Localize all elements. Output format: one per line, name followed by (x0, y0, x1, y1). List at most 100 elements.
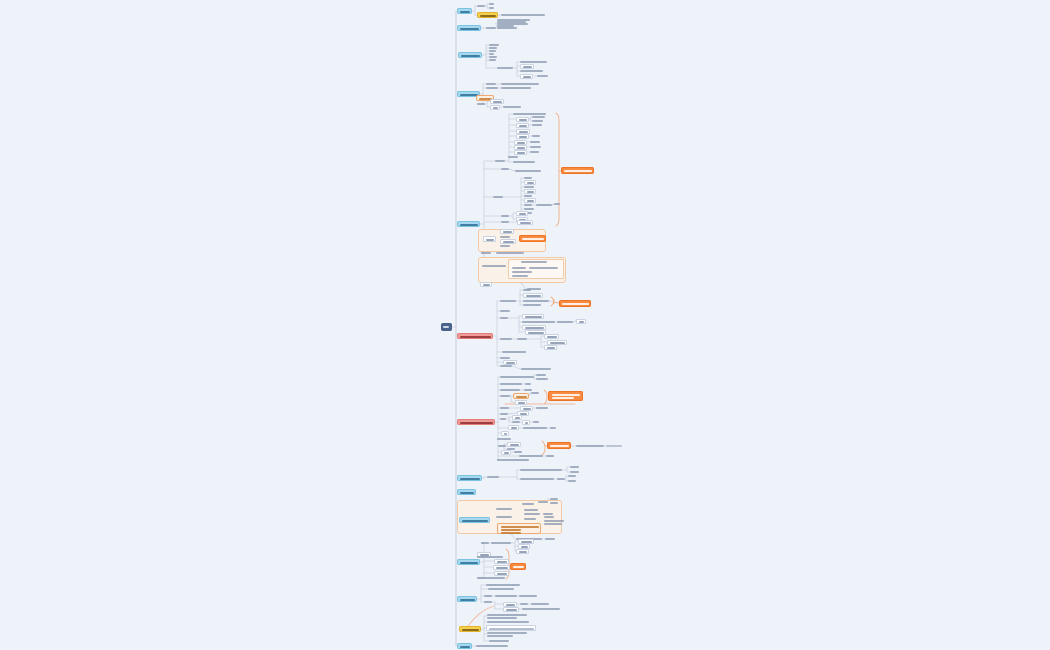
subtopic-text[interactable] (491, 542, 511, 544)
subtopic-box[interactable] (522, 420, 530, 425)
subtopic-text[interactable] (497, 459, 529, 461)
subtopic-text[interactable] (520, 61, 547, 63)
subtopic-text[interactable] (500, 418, 506, 420)
subtopic-text[interactable] (550, 498, 558, 500)
subtopic-box[interactable] (500, 239, 516, 244)
subtopic-text[interactable] (482, 265, 506, 267)
subtopic-text[interactable] (477, 577, 505, 579)
subtopic-text[interactable] (517, 338, 527, 340)
branch-node-red[interactable] (457, 419, 495, 425)
subtopic-text[interactable] (500, 395, 510, 397)
orange-highlight-node[interactable] (548, 391, 583, 401)
subtopic-text[interactable] (519, 595, 537, 597)
subtopic-text[interactable] (487, 617, 517, 619)
subtopic-box[interactable] (503, 360, 517, 365)
subtopic-text[interactable] (522, 321, 555, 323)
subtopic-text[interactable] (489, 44, 499, 46)
subtopic-text[interactable] (523, 304, 541, 306)
branch-node-cyan[interactable] (457, 25, 481, 31)
subtopic-text[interactable] (481, 542, 489, 544)
subtopic-text[interactable] (489, 50, 496, 52)
subtopic-text[interactable] (495, 160, 505, 162)
subtopic-text[interactable] (512, 267, 526, 269)
subtopic-text[interactable] (576, 445, 604, 447)
subtopic-text[interactable] (497, 25, 514, 27)
subtopic-text[interactable] (487, 635, 513, 637)
subtopic-box[interactable] (514, 145, 527, 150)
subtopic-text[interactable] (524, 518, 536, 520)
subtopic-text[interactable] (486, 83, 496, 85)
subtopic-text[interactable] (500, 365, 512, 367)
subtopic-text[interactable] (477, 5, 485, 7)
subtopic-box[interactable] (525, 330, 546, 335)
subtopic-text[interactable] (484, 601, 492, 603)
branch-node-cyan[interactable] (457, 489, 476, 495)
branch-node-red[interactable] (457, 333, 493, 339)
subtopic-text[interactable] (497, 21, 526, 23)
branch-node-cyan[interactable] (457, 8, 472, 14)
subtopic-box[interactable] (518, 539, 534, 544)
subtopic-box[interactable] (520, 74, 533, 79)
subtopic-text[interactable] (512, 275, 528, 277)
subtopic-box[interactable] (516, 129, 530, 134)
branch-node-cyan[interactable] (457, 221, 480, 227)
subtopic-text[interactable] (500, 245, 510, 247)
subtopic-text[interactable] (514, 451, 522, 453)
subtopic-text[interactable] (500, 407, 509, 409)
subtopic-text[interactable] (496, 252, 524, 254)
subtopic-box[interactable] (514, 140, 527, 145)
subtopic-text[interactable] (481, 252, 491, 254)
orange-outline-node[interactable] (497, 523, 541, 534)
orange-outline-node[interactable] (476, 95, 494, 101)
subtopic-text[interactable] (532, 116, 545, 118)
subtopic-box[interactable] (520, 406, 533, 411)
subtopic-text[interactable] (497, 67, 513, 69)
subtopic-box[interactable] (524, 198, 536, 203)
subtopic-box[interactable] (516, 211, 528, 216)
subtopic-text[interactable] (500, 389, 520, 391)
subtopic-text[interactable] (486, 87, 498, 89)
subtopic-text[interactable] (538, 501, 548, 503)
subtopic-text[interactable] (500, 236, 510, 238)
subtopic-text[interactable] (523, 427, 547, 429)
branch-node-cyan[interactable] (458, 52, 482, 58)
subtopic-text[interactable] (532, 135, 540, 137)
subtopic-text[interactable] (515, 170, 541, 172)
subtopic-text[interactable] (570, 471, 579, 473)
subtopic-text[interactable] (513, 113, 546, 115)
subtopic-text[interactable] (536, 374, 546, 376)
subtopic-text[interactable] (500, 310, 510, 312)
subtopic-box[interactable] (494, 571, 509, 576)
subtopic-box[interactable] (516, 134, 529, 139)
subtopic-text[interactable] (489, 640, 509, 642)
subtopic-text[interactable] (519, 455, 543, 457)
subtopic-text[interactable] (524, 389, 532, 391)
subtopic-text[interactable] (486, 584, 520, 586)
subtopic-text[interactable] (524, 208, 534, 210)
subtopic-text[interactable] (523, 300, 549, 302)
subtopic-text[interactable] (536, 407, 548, 409)
branch-node-cyan[interactable] (457, 643, 472, 649)
subtopic-text[interactable] (524, 212, 532, 214)
subtopic-text[interactable] (488, 588, 514, 590)
subtopic-text[interactable] (489, 3, 494, 5)
subtopic-text[interactable] (487, 632, 527, 634)
subtopic-text[interactable] (486, 27, 496, 29)
subtopic-text[interactable] (524, 513, 540, 515)
subtopic-text[interactable] (476, 645, 508, 647)
subtopic-text[interactable] (512, 271, 532, 273)
branch-node-cyan[interactable] (457, 559, 480, 565)
subtopic-text[interactable] (527, 288, 541, 290)
subtopic-box[interactable] (547, 340, 567, 345)
subtopic-text[interactable] (487, 476, 499, 478)
subtopic-text[interactable] (500, 413, 508, 415)
branch-node-cyan[interactable] (459, 517, 490, 523)
subtopic-text[interactable] (497, 19, 530, 21)
orange-outline-node[interactable] (513, 393, 529, 399)
subtopic-box[interactable] (516, 117, 529, 122)
subtopic-text[interactable] (500, 383, 522, 385)
subtopic-box[interactable] (490, 105, 500, 110)
subtopic-text[interactable] (531, 603, 549, 605)
orange-highlight-node[interactable] (510, 563, 526, 570)
branch-node-cyan[interactable] (457, 91, 480, 97)
